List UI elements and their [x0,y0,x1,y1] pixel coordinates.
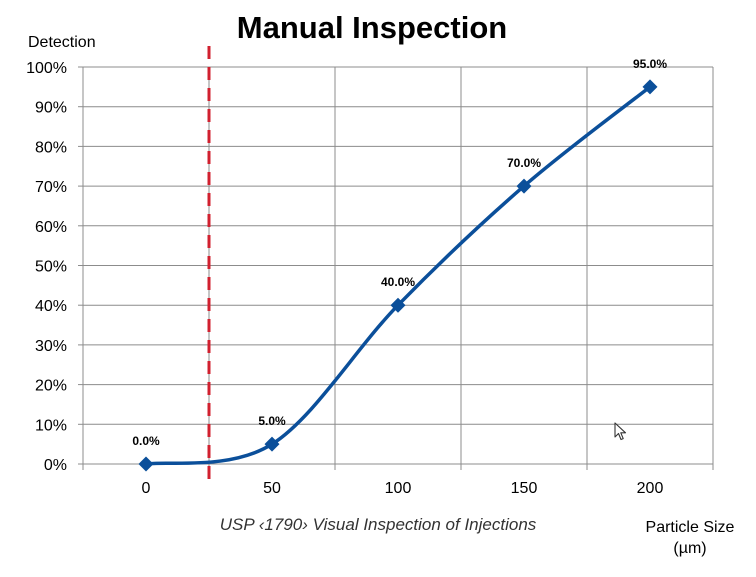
grid [82,66,714,470]
y-tick-label: 30% [35,338,67,355]
series-group: 0.0% 5.0% 40.0% 70.0% 95.0% [132,57,667,472]
y-tick-label: 100% [26,60,67,77]
x-axis-label-line: (µm) [673,540,706,557]
x-tick-label: 200 [637,480,664,497]
y-tick-label: 90% [35,100,67,117]
x-tick-label: 150 [511,480,538,497]
y-tick-label: 20% [35,378,67,395]
x-tick-label: 50 [263,480,281,497]
y-axis-label: Detection [28,34,96,51]
x-tick-label: 0 [142,480,151,497]
x-tick-label: 100 [385,480,412,497]
y-tick-label: 80% [35,139,67,156]
x-axis-label: Particle Size (µm) [646,519,735,557]
data-point [390,297,406,313]
y-tick-label: 50% [35,259,67,276]
y-tick-label: 40% [35,298,67,315]
data-point [138,456,154,472]
data-label: 40.0% [381,275,415,289]
y-tick-label: 10% [35,417,67,434]
data-label: 0.0% [132,434,160,448]
data-label: 95.0% [633,57,667,71]
data-point [516,178,532,194]
x-axis-label-line: Particle Size [646,519,735,536]
chart-caption: USP ‹1790› Visual Inspection of Injectio… [220,515,537,534]
data-label: 5.0% [258,414,286,428]
axis-ticks: 0% 10% 20% 30% 40% 50% 60% 70% 80% 90% 100% 0 50 100 1… [26,60,663,497]
data-label: 70.0% [507,156,541,170]
y-tick-label: 0% [44,457,67,474]
data-point [642,79,658,95]
y-tick-label: 60% [35,219,67,236]
mouse-pointer-icon [614,422,627,441]
chart-title: Manual Inspection [237,10,507,45]
y-tick-label: 70% [35,179,67,196]
data-point [264,436,280,452]
